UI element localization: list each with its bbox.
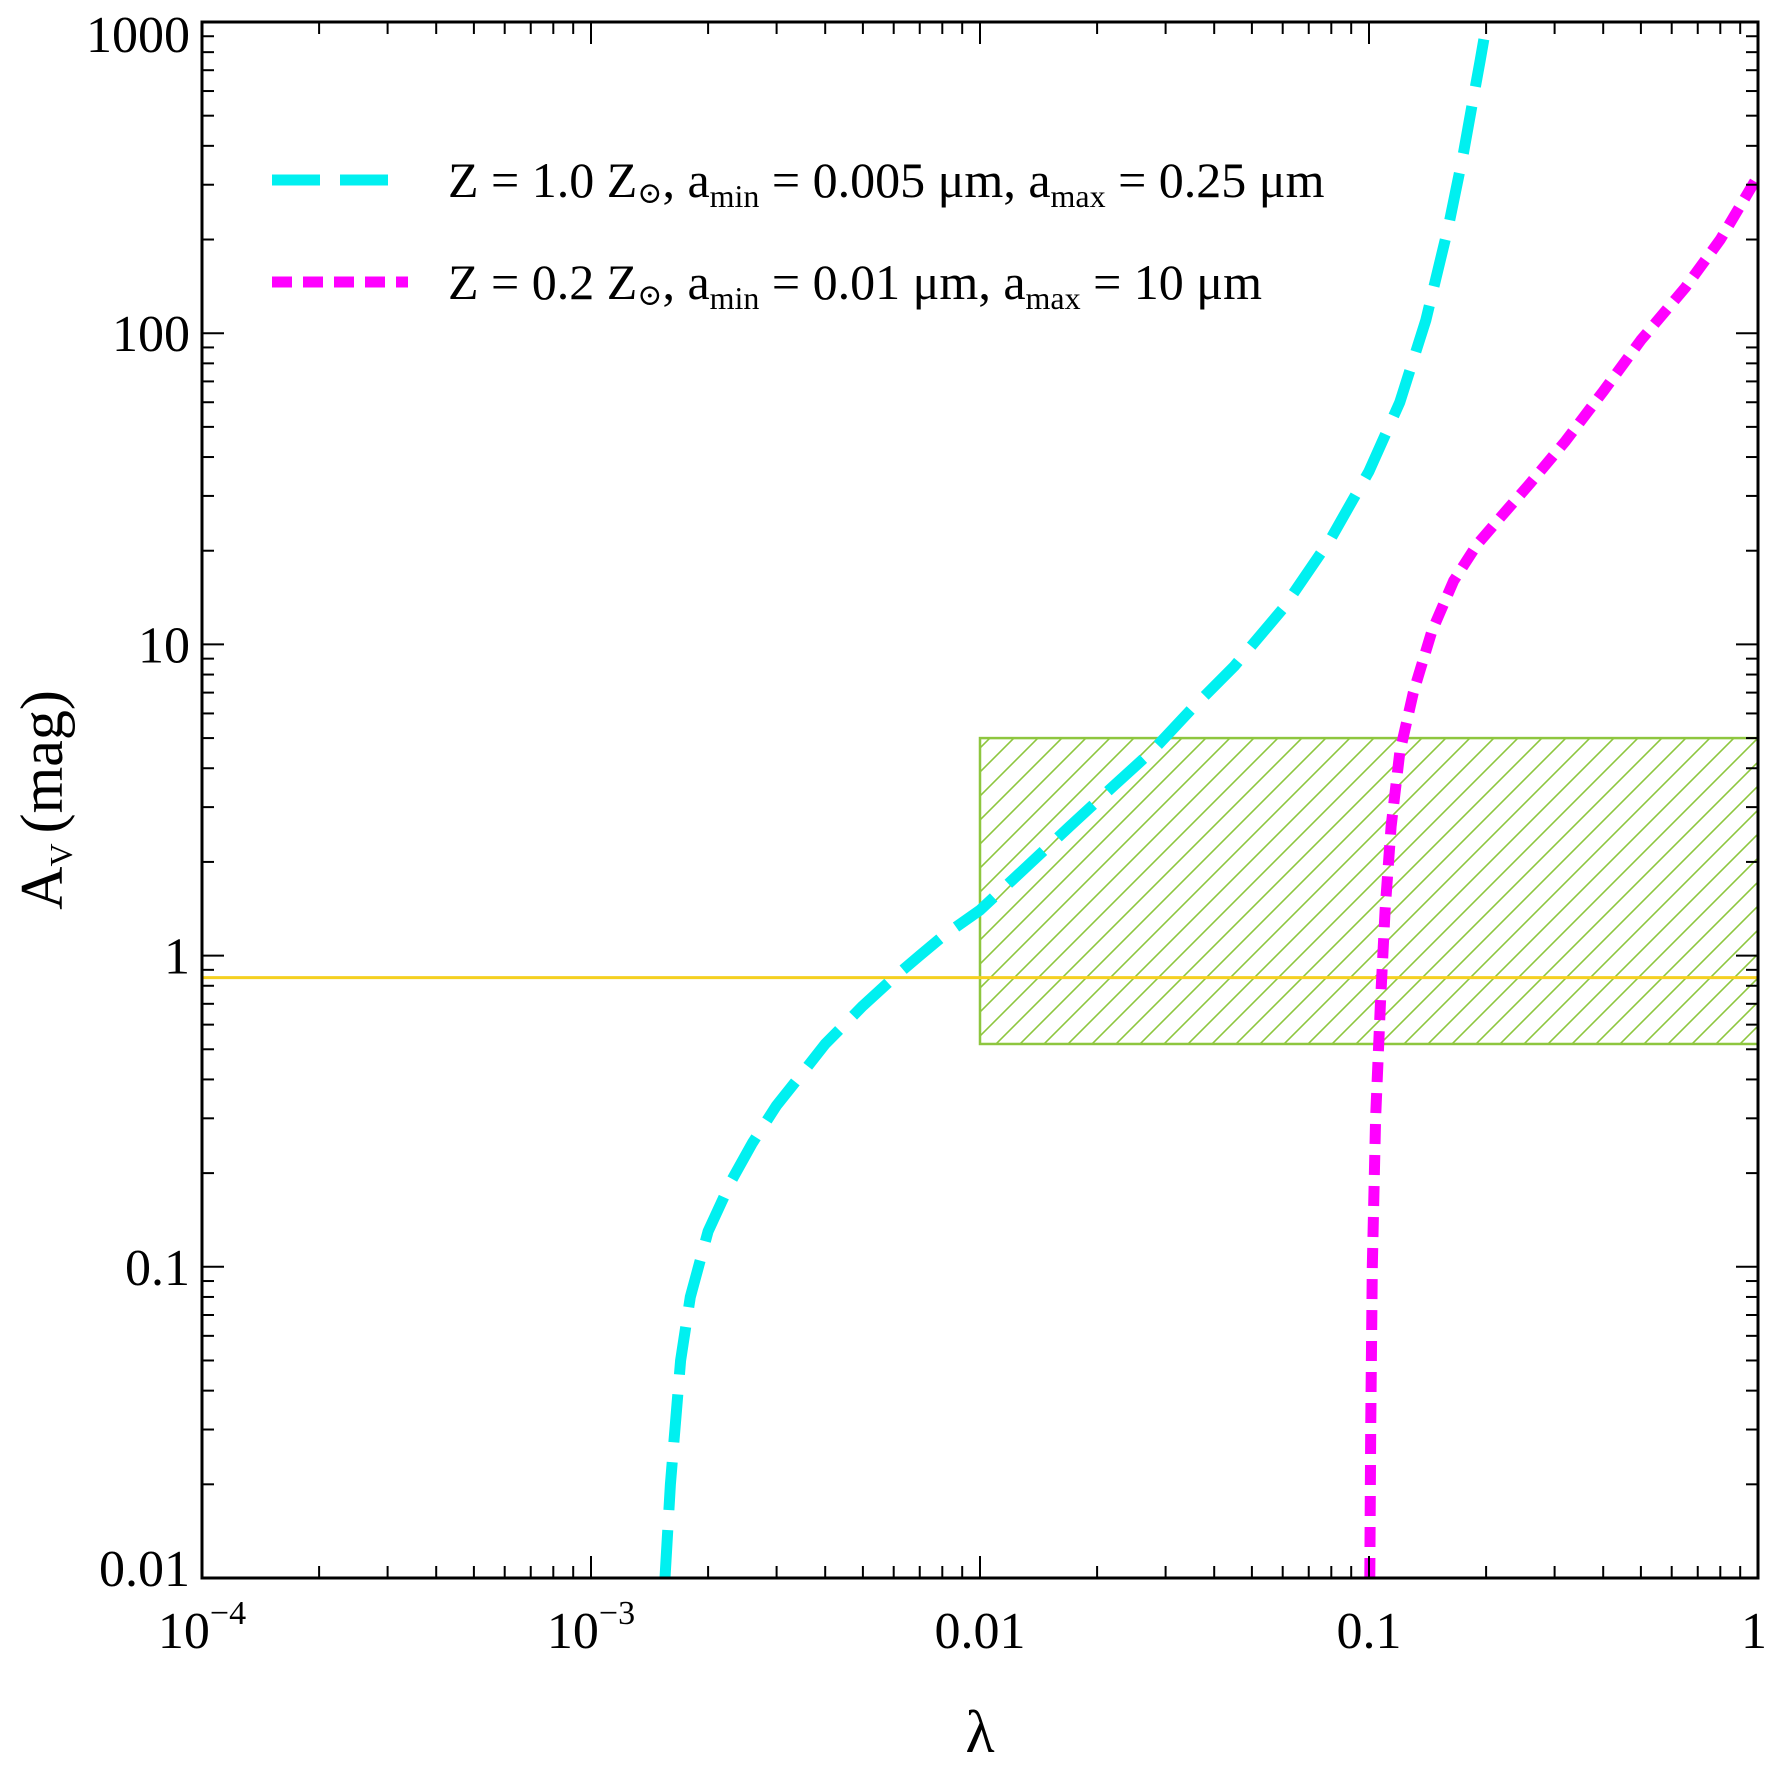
- hatched-region: [978, 736, 1758, 1046]
- x-tick-label: 1: [1741, 1603, 1767, 1660]
- x-tick-label-exponent: −4: [210, 1595, 246, 1632]
- x-tick-label: 0.01: [935, 1603, 1026, 1660]
- legend-subscript: min: [710, 280, 760, 316]
- legend-label-1: Z = 1.0 Z⊙, amin = 0.005 μm, amax = 0.25…: [448, 152, 1325, 214]
- axis-ticks: [201, 21, 1759, 1579]
- y-tick-label: 10: [138, 617, 190, 674]
- legend-subscript: max: [1051, 178, 1106, 214]
- legend-text-part: = 0.01 μm, a: [759, 254, 1025, 310]
- y-tick-label: 0.1: [125, 1240, 190, 1297]
- legend-text-part: Z = 0.2 Z: [448, 254, 637, 310]
- x-tick-label: 0.1: [1337, 1603, 1402, 1660]
- series-line-1: [659, 22, 1494, 1578]
- x-tick-label-base: 10: [547, 1603, 599, 1660]
- x-tick-label: 10−4: [158, 1595, 246, 1660]
- legend-text-part: = 10 μm: [1081, 254, 1263, 310]
- legend-subscript: min: [710, 178, 760, 214]
- y-tick-label: 100: [112, 306, 190, 363]
- legend-label-2: Z = 0.2 Z⊙, amin = 0.01 μm, amax = 10 μm: [448, 254, 1262, 316]
- legend-subscript: max: [1026, 280, 1081, 316]
- y-axis-title: AV (mag): [9, 690, 79, 910]
- legend-text-part: , a: [662, 254, 709, 310]
- x-axis-title: λ: [965, 1699, 994, 1765]
- y-axis-title-main: A: [9, 867, 75, 910]
- legend: Z = 1.0 Z⊙, amin = 0.005 μm, amax = 0.25…: [272, 152, 1325, 316]
- series-line-2: [1364, 173, 1758, 1578]
- y-axis-title-subscript: V: [43, 843, 79, 866]
- legend-text-part: = 0.25 μm: [1106, 152, 1325, 208]
- x-tick-label: 10−3: [547, 1595, 635, 1660]
- legend-text-part: Z = 1.0 Z: [448, 152, 637, 208]
- shaded-region-layer: [978, 736, 1758, 1046]
- y-axis-title-unit: (mag): [9, 690, 75, 833]
- x-tick-label-exponent: −3: [599, 1595, 635, 1632]
- series-layer: [659, 22, 1758, 1578]
- legend-solar-symbol: ⊙: [637, 177, 662, 210]
- y-tick-label: 1000: [86, 7, 190, 64]
- legend-solar-symbol: ⊙: [637, 279, 662, 312]
- x-tick-label-base: 10: [158, 1603, 210, 1660]
- y-tick-label: 0.01: [99, 1541, 190, 1598]
- legend-text-part: = 0.005 μm, a: [759, 152, 1050, 208]
- plot-frame: [200, 20, 1760, 1580]
- y-tick-label: 1: [164, 929, 190, 986]
- legend-text-part: , a: [662, 152, 709, 208]
